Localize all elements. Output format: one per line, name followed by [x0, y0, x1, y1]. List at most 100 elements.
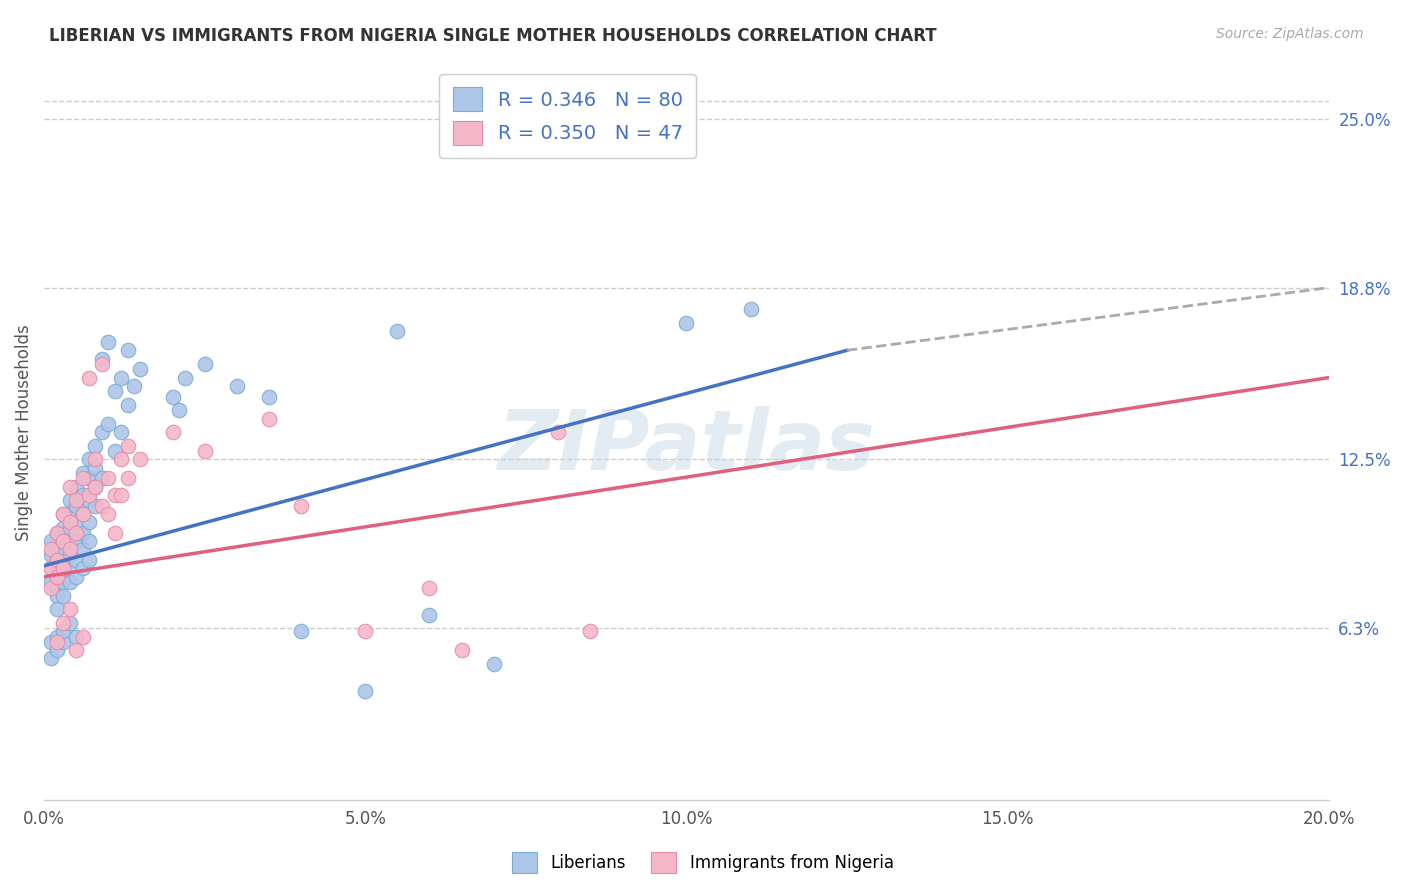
Point	[52, 507, 75, 521]
Point	[174, 370, 197, 384]
Point	[290, 624, 312, 639]
Point	[117, 439, 139, 453]
Point	[104, 384, 127, 399]
Point	[39, 534, 62, 549]
Point	[450, 643, 472, 657]
Point	[90, 499, 112, 513]
Point	[740, 302, 762, 317]
Point	[117, 398, 139, 412]
Point	[97, 335, 120, 350]
Point	[110, 488, 132, 502]
Point	[90, 425, 112, 439]
Point	[72, 542, 94, 557]
Point	[418, 607, 440, 622]
Point	[110, 452, 132, 467]
Point	[39, 575, 62, 590]
Point	[129, 452, 152, 467]
Point	[387, 324, 409, 338]
Point	[46, 553, 69, 567]
Point	[84, 439, 107, 453]
Point	[110, 370, 132, 384]
Point	[46, 569, 69, 583]
Point	[39, 651, 62, 665]
Text: LIBERIAN VS IMMIGRANTS FROM NIGERIA SINGLE MOTHER HOUSEHOLDS CORRELATION CHART: LIBERIAN VS IMMIGRANTS FROM NIGERIA SING…	[49, 27, 936, 45]
Point	[90, 351, 112, 366]
Point	[72, 507, 94, 521]
Point	[39, 561, 62, 575]
Point	[290, 499, 312, 513]
Point	[52, 548, 75, 562]
Point	[46, 643, 69, 657]
Point	[110, 425, 132, 439]
Point	[167, 403, 190, 417]
Point	[122, 378, 145, 392]
Point	[72, 471, 94, 485]
Point	[65, 526, 87, 541]
Point	[418, 581, 440, 595]
Point	[46, 526, 69, 541]
Point	[39, 581, 62, 595]
Point	[482, 657, 505, 671]
Point	[72, 488, 94, 502]
Text: Source: ZipAtlas.com: Source: ZipAtlas.com	[1216, 27, 1364, 41]
Point	[59, 515, 82, 529]
Point	[104, 444, 127, 458]
Point	[59, 542, 82, 557]
Point	[77, 515, 100, 529]
Point	[162, 390, 184, 404]
Point	[97, 507, 120, 521]
Legend: R = 0.346   N = 80, R = 0.350   N = 47: R = 0.346 N = 80, R = 0.350 N = 47	[439, 74, 696, 158]
Point	[97, 417, 120, 431]
Text: ZIPatlas: ZIPatlas	[498, 407, 876, 487]
Point	[104, 526, 127, 541]
Point	[39, 635, 62, 649]
Point	[65, 553, 87, 567]
Point	[225, 378, 247, 392]
Point	[84, 499, 107, 513]
Point	[52, 561, 75, 575]
Point	[77, 452, 100, 467]
Point	[354, 684, 377, 698]
Point	[77, 471, 100, 485]
Point	[65, 493, 87, 508]
Legend: Liberians, Immigrants from Nigeria: Liberians, Immigrants from Nigeria	[506, 846, 900, 880]
Point	[65, 499, 87, 513]
Point	[77, 493, 100, 508]
Point	[72, 630, 94, 644]
Point	[84, 480, 107, 494]
Point	[59, 615, 82, 630]
Point	[90, 471, 112, 485]
Point	[675, 316, 697, 330]
Point	[257, 390, 280, 404]
Point	[65, 643, 87, 657]
Point	[579, 624, 602, 639]
Point	[77, 553, 100, 567]
Point	[46, 630, 69, 644]
Point	[59, 534, 82, 549]
Point	[104, 488, 127, 502]
Point	[59, 602, 82, 616]
Point	[117, 471, 139, 485]
Point	[46, 569, 69, 583]
Point	[257, 411, 280, 425]
Point	[52, 534, 75, 549]
Point	[84, 452, 107, 467]
Point	[59, 548, 82, 562]
Point	[72, 507, 94, 521]
Point	[84, 460, 107, 475]
Point	[52, 635, 75, 649]
Point	[194, 357, 217, 371]
Point	[46, 553, 69, 567]
Point	[65, 534, 87, 549]
Point	[46, 589, 69, 603]
Point	[46, 635, 69, 649]
Point	[65, 569, 87, 583]
Point	[52, 589, 75, 603]
Point	[39, 548, 62, 562]
Point	[59, 507, 82, 521]
Point	[52, 520, 75, 534]
Point	[65, 480, 87, 494]
Point	[77, 488, 100, 502]
Point	[77, 370, 100, 384]
Point	[39, 561, 62, 575]
